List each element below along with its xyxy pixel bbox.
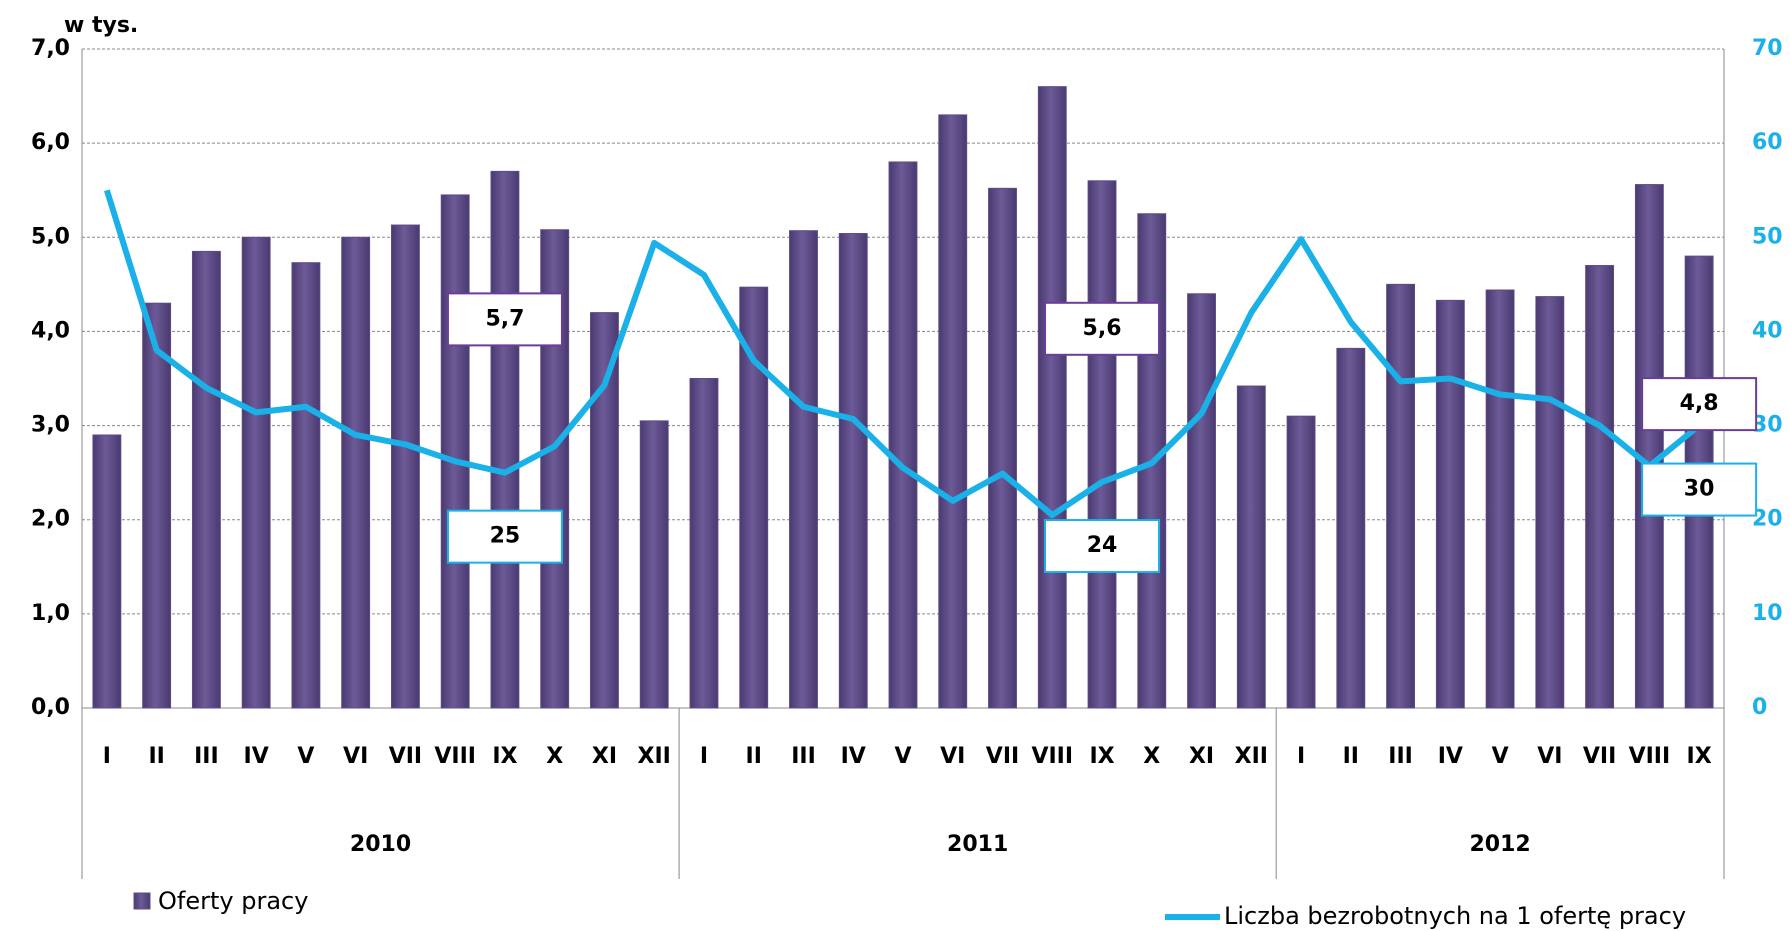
bar [938, 114, 968, 709]
x-tick-label: III [791, 744, 816, 769]
group-label: 2012 [1469, 832, 1530, 857]
x-tick-label: XI [1189, 744, 1214, 769]
y-tick-label: 7,0 [31, 36, 70, 61]
group-label: 2010 [350, 832, 411, 857]
x-tick-label: XII [1235, 744, 1268, 769]
bar [1236, 385, 1266, 709]
x-tick-label: VIII [434, 744, 476, 769]
x-tick-label: VII [389, 744, 422, 769]
bar [1336, 347, 1366, 709]
legend-label: Liczba bezrobotnych na 1 ofertę pracy [1224, 902, 1686, 930]
bar [1435, 299, 1465, 709]
bar [241, 236, 271, 709]
bar [1535, 296, 1565, 709]
x-tick-label: IV [244, 744, 269, 769]
x-tick-label: I [103, 744, 111, 769]
bar [838, 233, 868, 709]
x-tick-label: VI [343, 744, 368, 769]
x-tick-label: IX [1089, 744, 1114, 769]
data-label: 25 [490, 524, 521, 549]
legend-label: Oferty pracy [158, 887, 308, 915]
x-tick-label: IX [1687, 744, 1712, 769]
bar [689, 378, 719, 709]
x-tick-label: II [1343, 744, 1359, 769]
x-tick-label: IX [492, 744, 517, 769]
x-tick-label: X [1143, 744, 1160, 769]
bar [1634, 184, 1664, 709]
y-tick-label: 2,0 [31, 507, 70, 532]
x-tick-label: VI [1537, 744, 1562, 769]
data-label: 5,7 [485, 306, 524, 331]
data-label-box [446, 292, 563, 347]
bar [390, 224, 420, 709]
x-tick-label: I [700, 744, 708, 769]
bar [1037, 86, 1067, 709]
bar [92, 434, 122, 709]
x-tick-label: VII [1583, 744, 1616, 769]
bar [888, 161, 918, 709]
y2-tick-label: 70 [1752, 36, 1783, 61]
y2-tick-label: 40 [1752, 318, 1783, 343]
y2-tick-label: 0 [1752, 695, 1767, 720]
x-tick-label: II [148, 744, 164, 769]
bar [1087, 180, 1117, 709]
x-tick-label: II [746, 744, 762, 769]
x-tick-label: V [1492, 744, 1509, 769]
x-tick-label: IV [841, 744, 866, 769]
x-tick-label: III [194, 744, 219, 769]
y-tick-label: 6,0 [31, 130, 70, 155]
bar [1286, 415, 1316, 709]
y-tick-label: 1,0 [31, 601, 70, 626]
y-tick-label: 5,0 [31, 224, 70, 249]
bar [440, 194, 470, 709]
data-label-box [1044, 519, 1161, 574]
bar [739, 286, 769, 709]
x-tick-label: V [297, 744, 314, 769]
group-label: 2011 [947, 832, 1008, 857]
y-axis-label: w tys. [64, 13, 138, 38]
x-tick-label: III [1388, 744, 1413, 769]
data-label-box [446, 509, 563, 564]
bar [341, 236, 371, 709]
x-tick-label: XII [638, 744, 671, 769]
bar [191, 250, 221, 709]
line [104, 189, 1702, 519]
x-tick-label: I [1297, 744, 1305, 769]
x-tick-label: VII [986, 744, 1019, 769]
y-tick-label: 0,0 [31, 695, 70, 720]
data-label-box [1641, 462, 1758, 517]
legend-swatch [133, 892, 151, 910]
x-tick-label: VIII [1031, 744, 1073, 769]
data-label: 5,6 [1083, 316, 1122, 341]
data-label: 30 [1684, 477, 1715, 502]
bar [1485, 289, 1515, 709]
x-tick-label: IV [1438, 744, 1463, 769]
y-tick-label: 3,0 [31, 413, 70, 438]
bar [490, 170, 520, 709]
x-tick-label: X [546, 744, 563, 769]
y2-tick-label: 60 [1752, 130, 1783, 155]
bar [1386, 283, 1416, 709]
bar [291, 262, 321, 709]
y2-tick-label: 10 [1752, 601, 1783, 626]
data-label-box [1044, 301, 1161, 356]
bar [988, 187, 1017, 709]
x-tick-label: VI [940, 744, 965, 769]
y-tick-label: 4,0 [31, 318, 70, 343]
bar [639, 420, 669, 709]
x-tick-label: V [894, 744, 911, 769]
y2-tick-label: 50 [1752, 224, 1783, 249]
data-label: 4,8 [1680, 391, 1719, 416]
x-tick-label: XI [592, 744, 617, 769]
x-tick-label: VIII [1629, 744, 1671, 769]
bar [1585, 265, 1615, 709]
bar [590, 312, 619, 709]
data-label: 24 [1087, 533, 1118, 558]
bar [1187, 293, 1216, 709]
bar [142, 302, 172, 709]
bar [789, 230, 818, 709]
data-label-box [1641, 377, 1758, 432]
